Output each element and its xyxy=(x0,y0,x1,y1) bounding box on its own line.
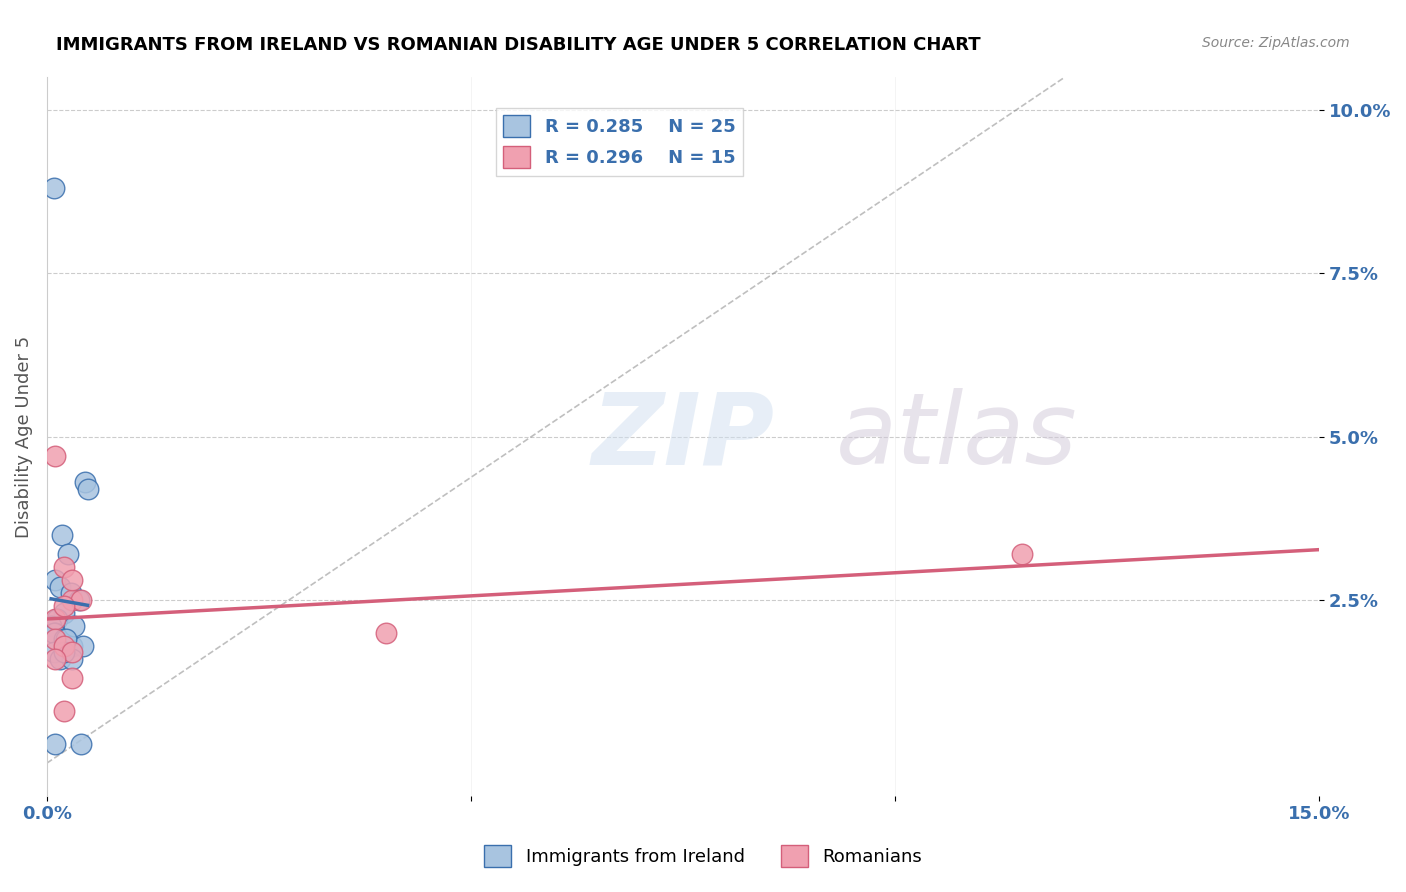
Point xyxy=(60,639,83,653)
Text: Source: ZipAtlas.com: Source: ZipAtlas.com xyxy=(1202,36,1350,50)
Point xyxy=(52,645,75,659)
Point xyxy=(44,625,66,640)
Point xyxy=(60,671,83,685)
Point xyxy=(73,475,96,490)
Point xyxy=(42,625,65,640)
Point xyxy=(44,737,66,751)
Point xyxy=(60,645,83,659)
Point xyxy=(48,651,70,665)
Point xyxy=(59,586,82,600)
Point xyxy=(69,737,91,751)
Point xyxy=(52,606,75,620)
Point xyxy=(51,527,73,541)
Point xyxy=(63,619,86,633)
Point xyxy=(52,599,75,614)
Point xyxy=(76,482,98,496)
Point xyxy=(55,632,77,646)
Point xyxy=(60,574,83,588)
Point xyxy=(39,619,62,633)
Point xyxy=(44,574,66,588)
Point xyxy=(60,592,83,607)
Text: atlas: atlas xyxy=(835,388,1077,485)
Text: IMMIGRANTS FROM IRELAND VS ROMANIAN DISABILITY AGE UNDER 5 CORRELATION CHART: IMMIGRANTS FROM IRELAND VS ROMANIAN DISA… xyxy=(56,36,981,54)
Y-axis label: Disability Age Under 5: Disability Age Under 5 xyxy=(15,335,32,538)
Point xyxy=(48,580,70,594)
Point xyxy=(44,612,66,626)
Point xyxy=(44,651,66,665)
Point xyxy=(52,632,75,646)
Text: ZIP: ZIP xyxy=(592,388,775,485)
Point xyxy=(46,612,69,626)
Point xyxy=(67,592,90,607)
Point xyxy=(42,181,65,195)
Point xyxy=(72,639,94,653)
Legend: R = 0.285    N = 25, R = 0.296    N = 15: R = 0.285 N = 25, R = 0.296 N = 15 xyxy=(496,108,742,176)
Point xyxy=(1011,547,1033,561)
Point xyxy=(52,639,75,653)
Point xyxy=(52,560,75,574)
Point xyxy=(56,547,79,561)
Point xyxy=(52,704,75,718)
Point xyxy=(69,592,91,607)
Point xyxy=(44,632,66,646)
Legend: Immigrants from Ireland, Romanians: Immigrants from Ireland, Romanians xyxy=(477,838,929,874)
Point xyxy=(44,449,66,463)
Point xyxy=(60,651,83,665)
Point xyxy=(42,645,65,659)
Point xyxy=(375,625,398,640)
